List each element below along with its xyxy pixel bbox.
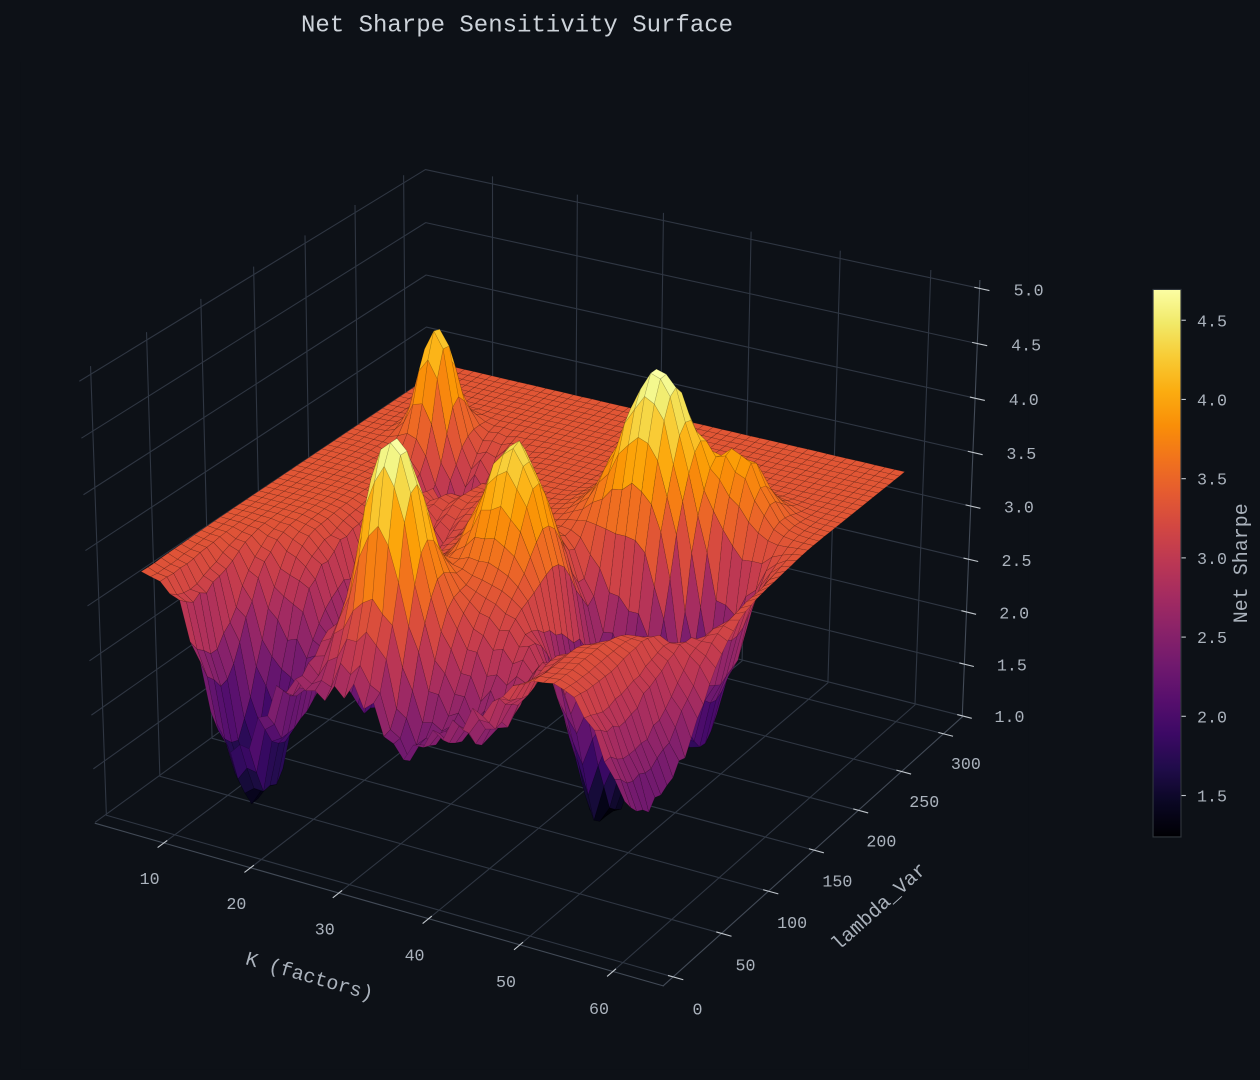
svg-text:4.0: 4.0	[1009, 392, 1039, 411]
svg-text:Net Sharpe Sensitivity Surface: Net Sharpe Sensitivity Surface	[301, 12, 733, 39]
svg-text:0: 0	[693, 1001, 703, 1020]
svg-text:5.0: 5.0	[1014, 282, 1044, 301]
svg-text:2.0: 2.0	[1197, 709, 1227, 728]
svg-text:2.5: 2.5	[1197, 630, 1227, 649]
svg-text:20: 20	[226, 896, 246, 915]
svg-text:50: 50	[735, 958, 755, 977]
svg-text:300: 300	[951, 756, 981, 775]
svg-text:2.0: 2.0	[999, 605, 1029, 624]
svg-text:10: 10	[140, 871, 160, 890]
svg-text:Net Sharpe: Net Sharpe	[1231, 503, 1254, 623]
svg-text:250: 250	[909, 794, 939, 813]
svg-text:3.0: 3.0	[1004, 500, 1034, 519]
svg-text:3.0: 3.0	[1197, 551, 1227, 570]
svg-text:4.0: 4.0	[1197, 392, 1227, 411]
svg-text:50: 50	[496, 974, 516, 993]
svg-text:3.5: 3.5	[1006, 446, 1036, 465]
svg-text:40: 40	[405, 948, 425, 967]
svg-text:3.5: 3.5	[1197, 472, 1227, 491]
svg-text:2.5: 2.5	[1002, 553, 1032, 572]
svg-text:200: 200	[866, 833, 896, 852]
svg-text:30: 30	[315, 922, 335, 941]
svg-text:1.0: 1.0	[995, 709, 1025, 728]
svg-text:60: 60	[589, 1001, 609, 1020]
svg-text:150: 150	[822, 874, 852, 893]
svg-text:100: 100	[777, 915, 807, 934]
svg-text:4.5: 4.5	[1197, 313, 1227, 332]
svg-text:4.5: 4.5	[1011, 337, 1041, 356]
svg-text:1.5: 1.5	[997, 657, 1027, 676]
svg-text:1.5: 1.5	[1197, 789, 1227, 808]
